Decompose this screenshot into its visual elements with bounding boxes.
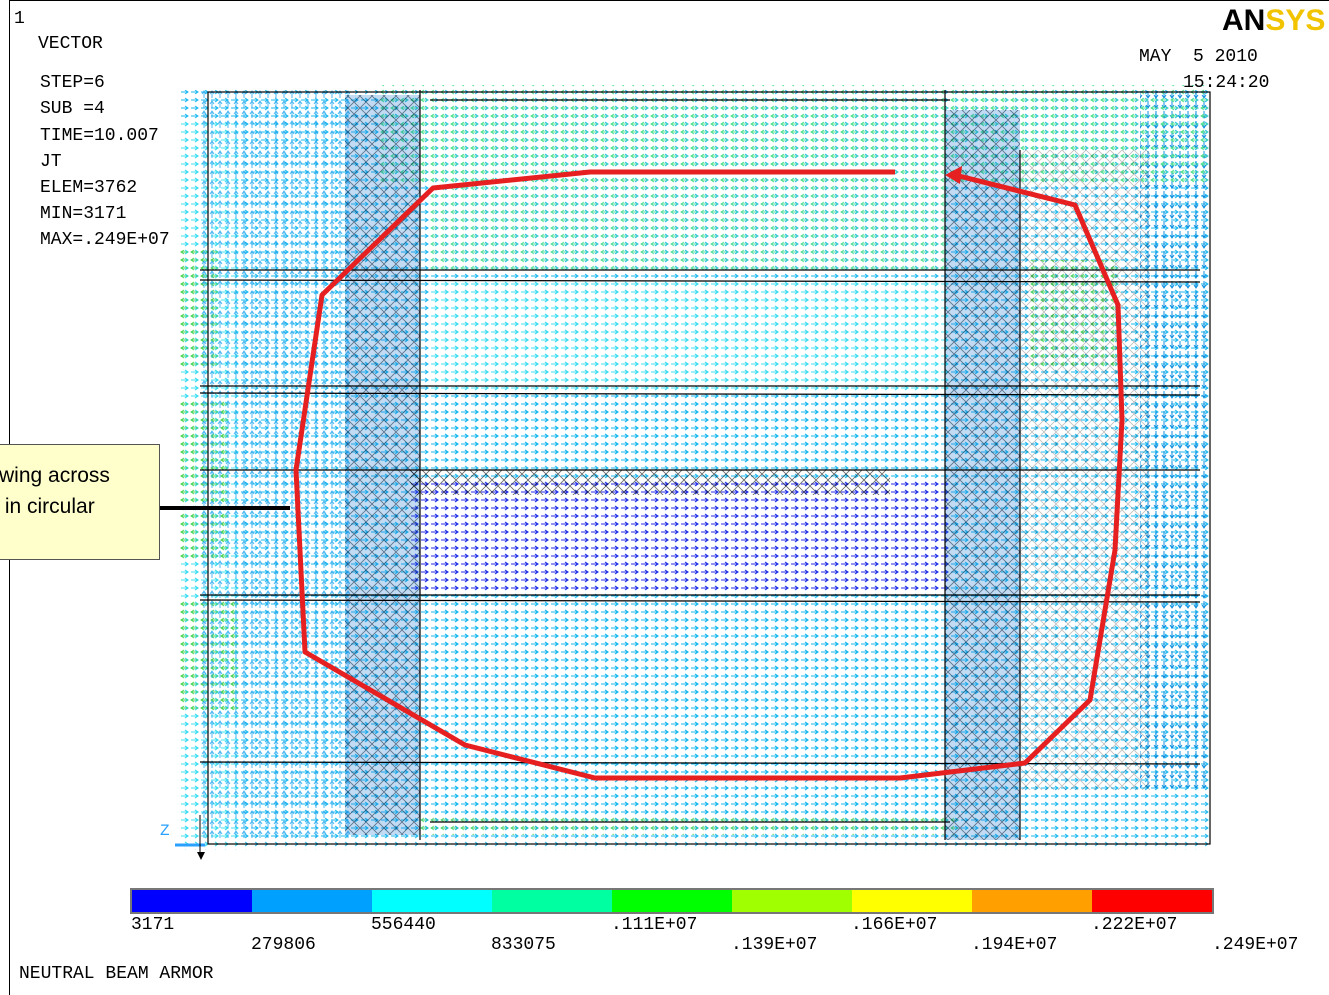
legend-label-4: .111E+07 [611,915,698,935]
frame-top-border [9,0,1329,1]
legend-label-5: .139E+07 [731,935,818,955]
elem-label: ELEM=3762 [40,178,138,198]
field-region-upper-inner [430,280,950,390]
legend-label-8: .222E+07 [1091,915,1178,935]
field-region-lower-inner [430,600,950,660]
field-region-bottom-inner [420,660,960,830]
logo-part-1: AN [1222,4,1266,37]
legend-label-0: 3171 [131,915,175,935]
time-label: TIME=10.007 [40,126,159,146]
plot-title: NEUTRAL BEAM ARMOR [19,964,214,984]
legend-swatch-5 [732,890,852,912]
mesh-center-row [410,470,890,495]
circulation-arrowhead [945,166,962,184]
mesh-column-right [945,110,1020,840]
field-region-top-inner [430,180,950,270]
time-of-day-label: 15:24:20 [1183,73,1270,93]
field-region-mid-upper [430,395,950,465]
axis-triad [175,815,205,860]
date-label: MAY 5 2010 [1139,47,1258,67]
legend-swatch-6 [852,890,972,912]
field-region-left-column [200,90,350,840]
annotation-callout: wing across in circular [0,444,160,560]
legend-label-1: 279806 [251,935,316,955]
legend-swatch-4 [612,890,732,912]
logo-part-2: SYS [1265,4,1326,37]
window-number: 1 [14,9,25,29]
item-label: JT [40,152,62,172]
legend-swatch-7 [972,890,1092,912]
field-region-center [410,480,950,590]
mesh-column-right-tint [945,110,1020,840]
legend-label-9: .249E+07 [1212,935,1299,955]
axis-z-label: Z [160,822,170,840]
step-label: STEP=6 [40,73,105,93]
legend-label-3: 833075 [491,935,556,955]
mesh-column-left-tint [345,95,420,835]
sub-label: SUB =4 [40,99,105,119]
legend-label-6: .166E+07 [851,915,938,935]
legend-swatch-3 [492,890,612,912]
legend-label-2: 556440 [371,915,436,935]
legend-colorbar [130,888,1214,914]
field-region-bottom-band [420,815,960,835]
legend-label-7: .194E+07 [971,935,1058,955]
legend-swatch-2 [372,890,492,912]
max-label: MAX=.249E+07 [40,230,170,250]
legend-swatch-1 [252,890,372,912]
min-label: MIN=3171 [40,204,127,224]
field-region-right-edge [1140,90,1210,790]
circulation-path [293,169,1125,781]
ansys-logo: ANSYS [1222,6,1325,36]
plot-type-label: VECTOR [38,34,103,54]
structure-outlines [199,90,1211,845]
legend-swatch-0 [132,890,252,912]
legend-swatch-8 [1092,890,1212,912]
